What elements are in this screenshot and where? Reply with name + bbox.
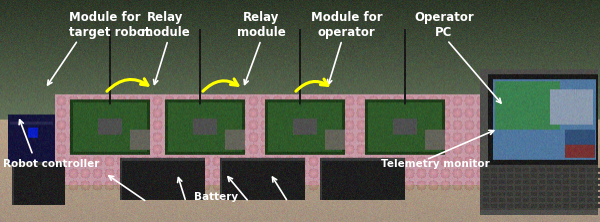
Text: Battery: Battery — [194, 192, 238, 202]
Text: Module for
operator: Module for operator — [311, 11, 383, 39]
Text: Relay
module: Relay module — [140, 11, 190, 39]
Text: Robot controller: Robot controller — [3, 159, 100, 169]
Text: Module for
target robot: Module for target robot — [69, 11, 151, 39]
Text: Operator
PC: Operator PC — [414, 11, 474, 39]
Text: Relay
module: Relay module — [236, 11, 286, 39]
Text: Telemetry monitor: Telemetry monitor — [381, 159, 490, 169]
